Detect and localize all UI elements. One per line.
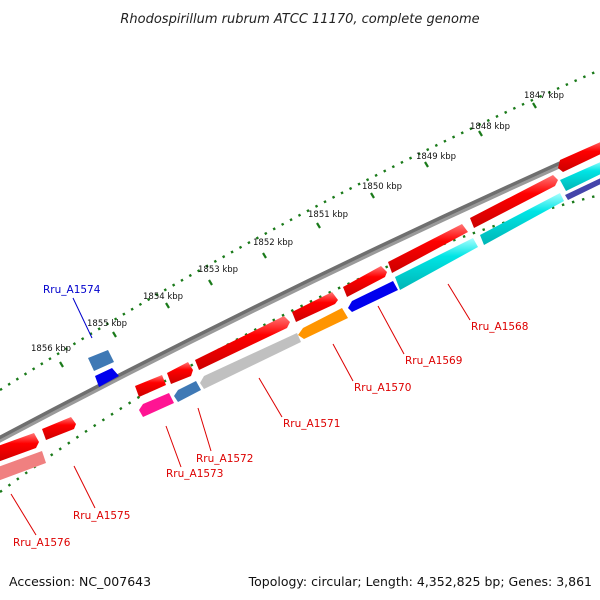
gene-label-rru-a1575: Rru_A1575	[73, 510, 130, 522]
tick-label-1855: 1855 kbp	[87, 319, 127, 329]
tick-label-1851: 1851 kbp	[308, 210, 348, 220]
gene-arrow	[139, 393, 174, 417]
gene-label-rru-a1568: Rru_A1568	[471, 321, 528, 333]
gene-arrow	[565, 178, 600, 200]
tick-label-1852: 1852 kbp	[253, 238, 293, 248]
outer-major-ticks	[59, 102, 537, 368]
gene-arrow	[558, 142, 600, 172]
tick-label-1849: 1849 kbp	[416, 152, 456, 162]
gene-label-rru-a1569: Rru_A1569	[405, 355, 462, 367]
gene-arrow	[480, 193, 564, 245]
gene-label-rru-a1574: Rru_A1574	[43, 284, 101, 296]
gene-arrow	[0, 451, 46, 481]
tick-label-1854: 1854 kbp	[143, 292, 183, 302]
gene-arrow	[195, 316, 290, 370]
gene-arrow	[95, 368, 119, 387]
tick-label-1847: 1847 kbp	[524, 91, 564, 101]
map-title: Rhodospirillum rubrum ATCC 11170, comple…	[120, 12, 479, 27]
forward-strand-genes	[0, 142, 600, 462]
accession-label: Accession: NC_007643	[9, 574, 151, 589]
genome-backbone-shadow	[0, 143, 600, 443]
gene-arrow	[135, 375, 166, 397]
gene-arrow	[88, 350, 114, 371]
gene-labels: Rru_A1568 Rru_A1569 Rru_A1570 Rru_A1571 …	[13, 284, 528, 549]
gene-label-rru-a1570: Rru_A1570	[354, 382, 411, 394]
gene-label-leaders	[10, 283, 471, 536]
genome-backbone	[0, 143, 600, 440]
tick-label-1856: 1856 kbp	[31, 344, 71, 354]
genome-summary: Topology: circular; Length: 4,352,825 bp…	[248, 574, 592, 589]
tick-label-1853: 1853 kbp	[198, 265, 238, 275]
gene-label-rru-a1573: Rru_A1573	[166, 468, 223, 480]
gene-arrow	[167, 362, 193, 384]
tick-label-1850: 1850 kbp	[362, 182, 402, 192]
gene-arrow	[348, 281, 398, 312]
tick-labels: 1847 kbp 1848 kbp 1849 kbp 1850 kbp 1851…	[31, 91, 564, 354]
gene-label-rru-a1576: Rru_A1576	[13, 537, 71, 549]
gene-arrow	[470, 175, 558, 228]
tick-label-1848: 1848 kbp	[470, 122, 510, 132]
gene-arrow	[298, 308, 348, 339]
gene-arrow	[42, 417, 76, 440]
gene-arrow	[174, 381, 201, 402]
gene-arrow	[0, 433, 39, 462]
inner-scale-ring	[0, 193, 600, 493]
gene-arrow	[343, 266, 387, 297]
gene-arrow	[560, 162, 600, 191]
gene-arrow	[200, 333, 301, 389]
outer-scale-ring	[0, 68, 600, 392]
gene-arrow	[292, 292, 338, 322]
gene-arrow	[388, 224, 468, 273]
gene-label-rru-a1571: Rru_A1571	[283, 418, 340, 430]
gene-arrow	[395, 238, 478, 290]
reverse-strand-genes	[0, 162, 600, 481]
gene-label-rru-a1572: Rru_A1572	[196, 453, 253, 465]
